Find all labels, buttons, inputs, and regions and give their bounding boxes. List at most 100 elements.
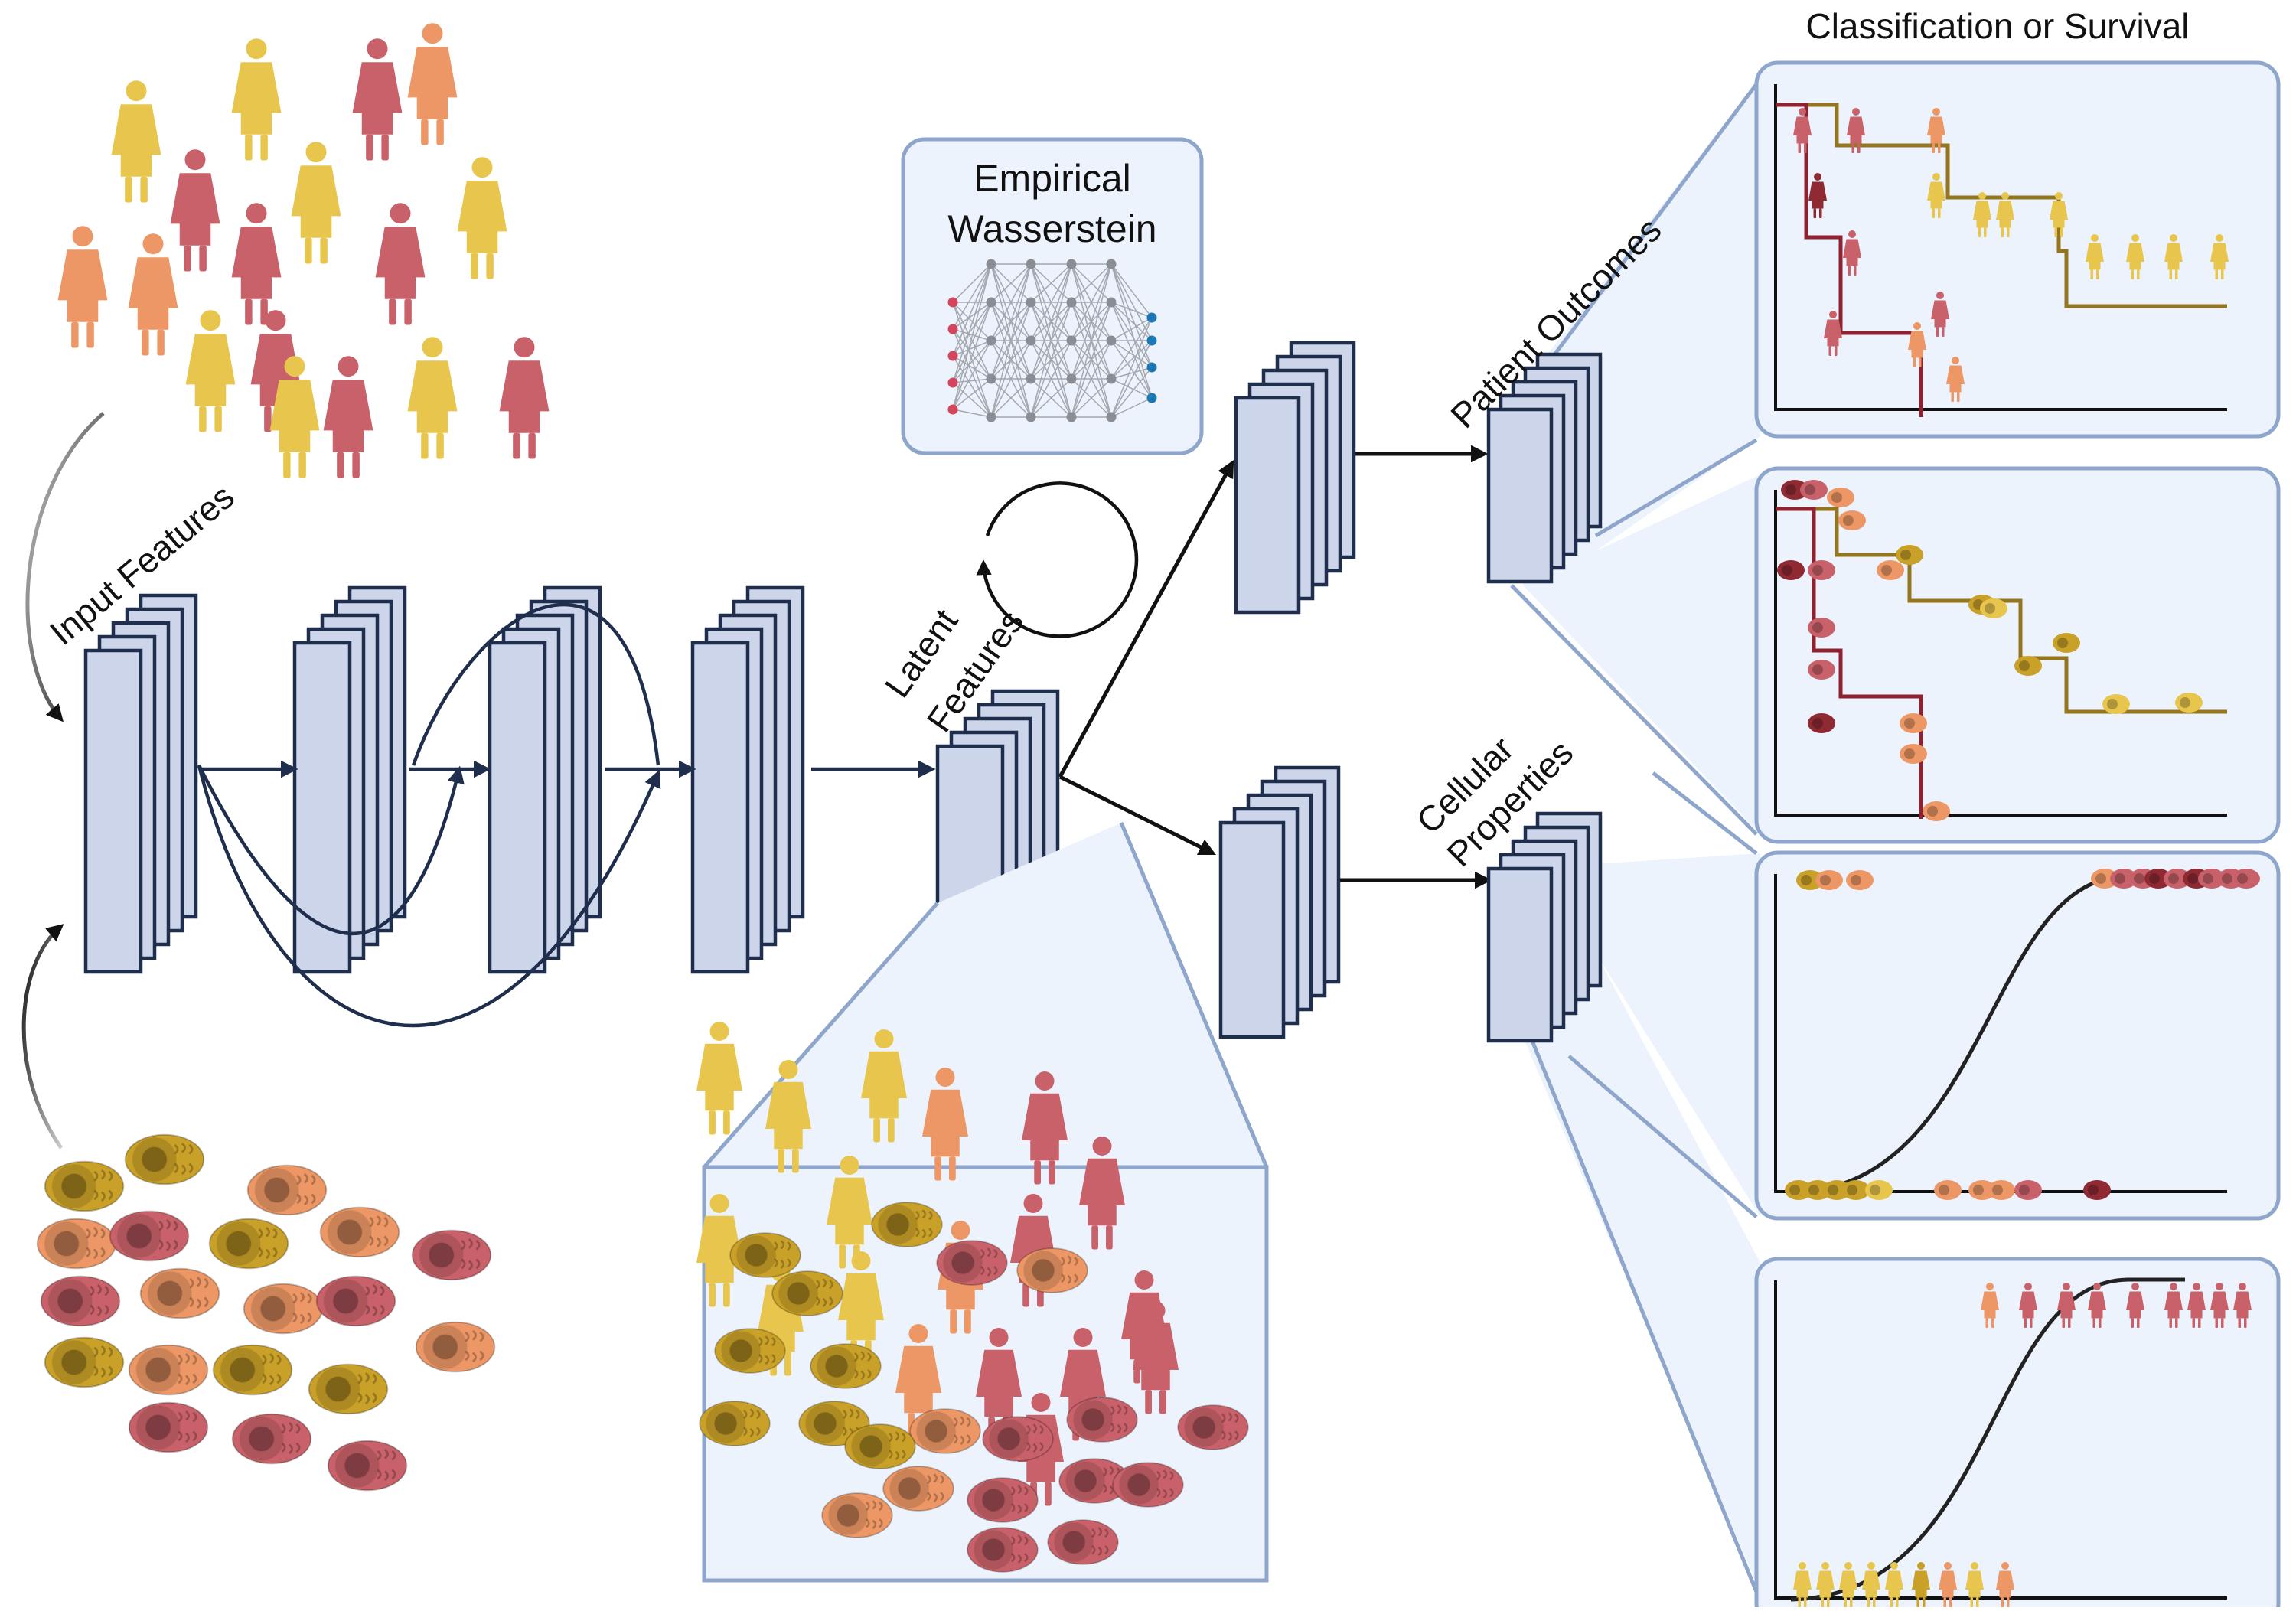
cell-bundle-icon bbox=[981, 1415, 1055, 1463]
nn-node bbox=[947, 377, 958, 388]
nn-edge bbox=[1071, 378, 1112, 418]
nn-edge bbox=[1030, 263, 1072, 380]
nn-edge bbox=[1110, 317, 1153, 418]
patient-gown-icon bbox=[231, 203, 282, 325]
cell-population bbox=[36, 1133, 496, 1492]
cell-bundle-icon bbox=[2014, 656, 2042, 676]
outcome-head-stack-2 bbox=[1486, 352, 1603, 584]
cell-bundle-icon bbox=[2175, 693, 2203, 713]
plot-axes bbox=[1774, 874, 2227, 1193]
survival-panel-patients bbox=[1754, 60, 2281, 439]
nn-edge bbox=[1071, 263, 1112, 303]
nn-edge bbox=[952, 302, 992, 357]
cell-bundle-icon bbox=[2102, 694, 2130, 714]
nn-node bbox=[986, 297, 996, 308]
cell-bundle-icon bbox=[124, 1133, 205, 1185]
cell-bundle-icon bbox=[1980, 598, 2007, 618]
patient-gown-icon bbox=[352, 38, 403, 161]
nn-node bbox=[1026, 297, 1036, 308]
patient-gown-icon bbox=[407, 337, 458, 459]
cell-bundle-icon bbox=[1827, 488, 1854, 507]
nn-edge bbox=[1030, 263, 1072, 341]
nn-node bbox=[986, 259, 996, 269]
cell-bundle-icon bbox=[1016, 1247, 1089, 1294]
cell-bundle-icon bbox=[908, 1407, 982, 1455]
nn-node bbox=[986, 412, 996, 422]
cell-bundle-icon bbox=[319, 1206, 400, 1258]
cell-bundle-icon bbox=[44, 1160, 125, 1212]
input-layer-stack bbox=[83, 593, 198, 974]
cell-bundle-icon bbox=[729, 1231, 802, 1279]
nn-edge bbox=[952, 340, 992, 357]
cell-bundle-icon bbox=[1800, 480, 1828, 500]
cell-bundle-icon bbox=[1846, 870, 1874, 890]
cell-bundle-icon bbox=[1808, 660, 1835, 680]
patient-gown-icon bbox=[111, 80, 161, 203]
cell-bundle-icon bbox=[212, 1344, 293, 1396]
cell-bundle-icon bbox=[2232, 869, 2260, 889]
nn-node bbox=[1026, 259, 1036, 269]
nn-edge bbox=[1110, 340, 1153, 418]
layer-slab bbox=[292, 641, 352, 974]
cell-bundle-icon bbox=[1838, 510, 1866, 530]
nn-node bbox=[947, 324, 958, 334]
cell-bundle-icon bbox=[1111, 1461, 1185, 1508]
cell-bundle-icon bbox=[698, 1400, 771, 1447]
cell-bundle-icon bbox=[246, 1164, 328, 1216]
layer-slab bbox=[83, 648, 143, 974]
cell-bundle-icon bbox=[1896, 545, 1923, 565]
wasserstein-title-2: Wasserstein bbox=[947, 207, 1156, 250]
nn-edge bbox=[1110, 397, 1153, 418]
panel-title: Classification or Survival bbox=[1805, 6, 2189, 46]
cell-bundle-icon bbox=[1808, 618, 1835, 638]
cell-bundle-icon bbox=[1900, 713, 1927, 733]
nn-edge bbox=[1110, 317, 1153, 341]
cell-bundle-icon bbox=[243, 1283, 324, 1335]
classification-panel-cells bbox=[1754, 850, 2281, 1221]
result-panels bbox=[1754, 60, 2281, 1611]
nn-edge bbox=[990, 263, 1032, 418]
plot-axes bbox=[1774, 1280, 2227, 1600]
panel-frame bbox=[1754, 850, 2281, 1221]
cell-bundle-icon bbox=[1808, 713, 1835, 733]
cell-bundle-icon bbox=[966, 1526, 1039, 1573]
patient-gown-icon bbox=[375, 203, 426, 325]
nn-node bbox=[1106, 412, 1117, 422]
cell-bundle-icon bbox=[809, 1342, 882, 1390]
layer-slab bbox=[1218, 820, 1286, 1039]
nn-edge bbox=[1030, 302, 1072, 418]
nn-node bbox=[947, 297, 958, 308]
survival-panel-cells bbox=[1754, 466, 2281, 844]
nn-edge bbox=[1071, 340, 1112, 418]
nn-edge bbox=[1110, 263, 1153, 368]
patient-gown-icon bbox=[231, 38, 282, 161]
nn-edge bbox=[1110, 340, 1153, 368]
nn-edge bbox=[952, 263, 992, 383]
nn-node bbox=[1146, 393, 1157, 403]
nn-edge bbox=[990, 378, 1032, 418]
nn-edge bbox=[952, 355, 992, 380]
cell-bundle-icon bbox=[843, 1423, 917, 1470]
cell-bundle-icon bbox=[139, 1267, 220, 1319]
panel-frame bbox=[1754, 466, 2281, 844]
nn-node bbox=[1146, 335, 1157, 346]
layer-slab bbox=[488, 641, 547, 974]
patient-gown-icon bbox=[499, 337, 550, 459]
survival-curve-red bbox=[1776, 507, 1923, 819]
nn-edge bbox=[1110, 367, 1153, 418]
nn-node bbox=[1026, 373, 1036, 384]
nn-edge bbox=[990, 302, 1032, 418]
encoder-layers bbox=[83, 585, 1060, 974]
nn-node bbox=[1066, 412, 1077, 422]
classification-panel-patients bbox=[1754, 1257, 2281, 1611]
nn-edge bbox=[952, 302, 992, 330]
nn-edge bbox=[1110, 367, 1153, 380]
plot-axes bbox=[1774, 84, 2227, 411]
nn-edge bbox=[990, 263, 1032, 341]
nn-node bbox=[1026, 412, 1036, 422]
patient-gown-icon bbox=[696, 1022, 742, 1135]
nn-edge bbox=[1110, 263, 1153, 318]
nn-edge bbox=[990, 263, 1032, 380]
